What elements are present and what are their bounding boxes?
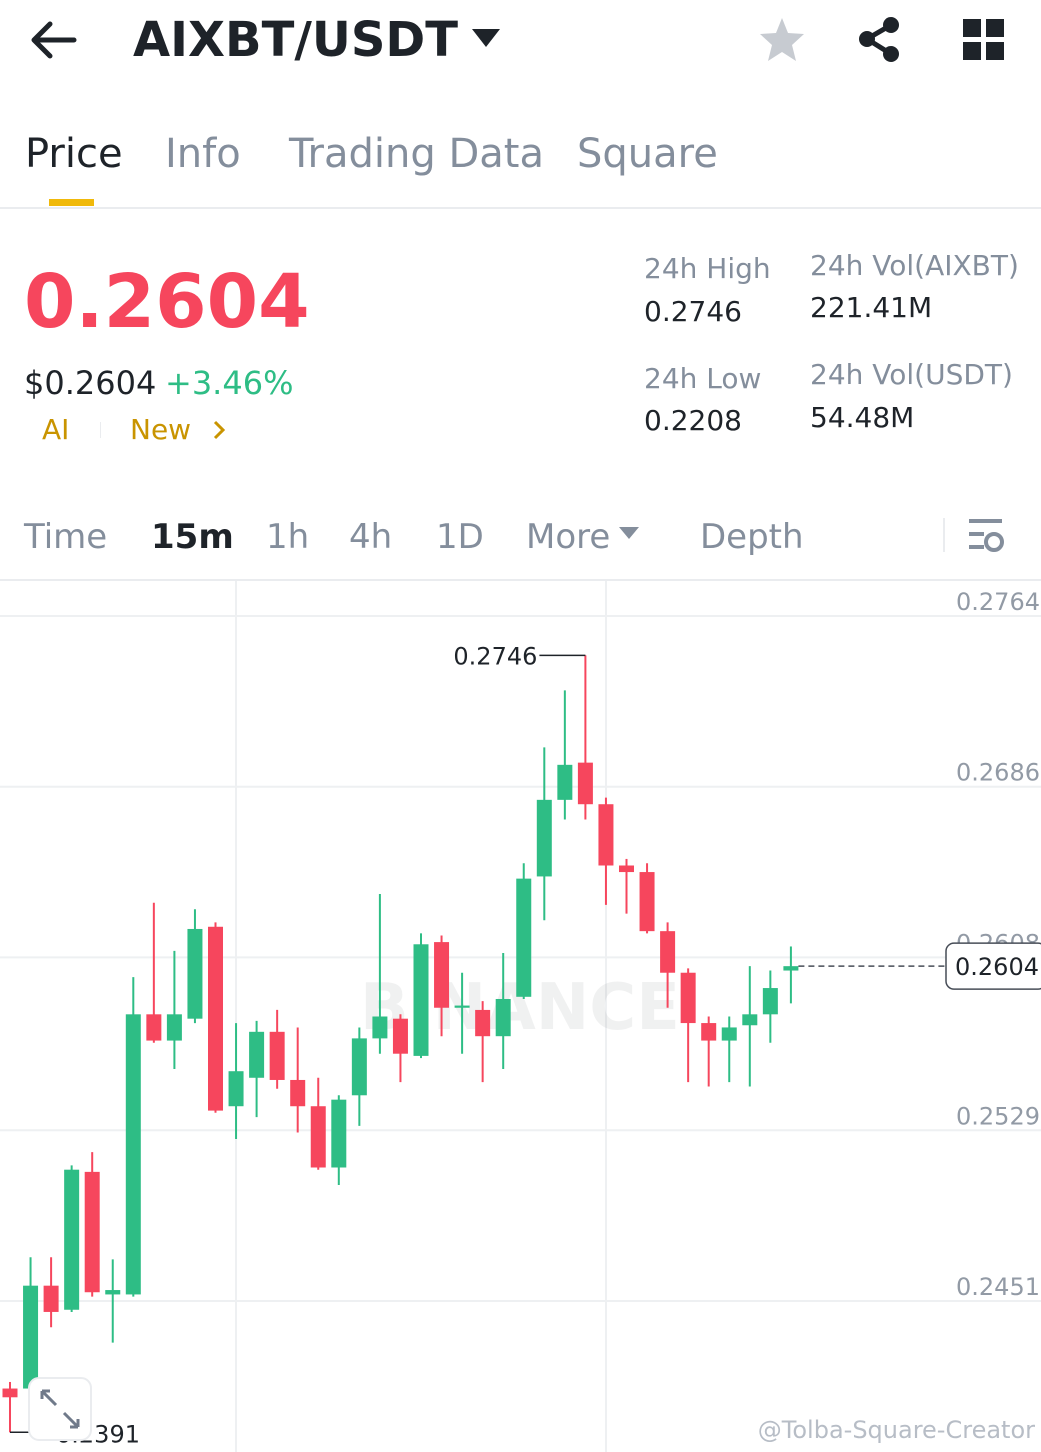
candle-body	[495, 998, 511, 1037]
divider	[0, 207, 1041, 209]
y-tick-label: 0.2686	[956, 759, 1040, 787]
interval[interactable]: 4h	[349, 517, 393, 557]
share-button[interactable]	[855, 16, 903, 64]
tab[interactable]: Square	[577, 131, 718, 177]
candle-body	[475, 1009, 491, 1037]
candle-body	[762, 988, 778, 1015]
candle-body	[413, 944, 429, 1056]
candle-body	[249, 1031, 265, 1078]
candle-body	[166, 1014, 182, 1041]
candle-body	[84, 1171, 100, 1293]
stat-value: 54.48M	[810, 401, 915, 434]
candle-body	[392, 1018, 408, 1054]
credit-watermark: @Tolba-Square-Creator	[757, 1416, 1035, 1444]
candle-body	[146, 1014, 162, 1041]
stat-label: 24h Vol(USDT)	[810, 358, 1013, 391]
candlestick-chart: BINANCE 0.27640.26860.26080.25290.24510.…	[0, 581, 1041, 1452]
candle-body	[639, 872, 655, 932]
candle-body	[105, 1290, 121, 1295]
stat-value: 0.2746	[644, 295, 742, 328]
tag-separator	[100, 422, 101, 438]
candle-body	[598, 804, 614, 866]
candle-body	[557, 764, 573, 800]
candle-body	[228, 1071, 244, 1107]
candle-body	[742, 1014, 758, 1026]
interval-active[interactable]: 15m	[151, 517, 234, 557]
back-button[interactable]	[28, 20, 78, 60]
last-price: 0.2604	[24, 259, 310, 345]
y-tick-label: 0.2764	[956, 588, 1040, 616]
interval[interactable]: Depth	[700, 517, 804, 557]
candle-body	[619, 865, 634, 873]
candle-body	[269, 1031, 285, 1080]
chart-settings[interactable]	[966, 516, 1006, 556]
pair-title[interactable]: AIXBT/USDT	[133, 12, 459, 68]
pair-dropdown[interactable]	[472, 29, 502, 49]
candle-body	[310, 1106, 326, 1168]
current-price-label: 0.2604	[955, 953, 1039, 981]
candle-body	[372, 1016, 388, 1039]
candle-body	[680, 972, 696, 1024]
candle-body	[783, 966, 799, 971]
candle-body	[208, 926, 223, 1111]
candle-body	[536, 799, 552, 877]
divider	[0, 579, 1041, 581]
candle-body	[187, 928, 203, 1019]
tag[interactable]: New	[130, 413, 192, 446]
tag-chevron[interactable]	[212, 420, 226, 440]
candle-body	[43, 1285, 59, 1312]
fullscreen-button[interactable]	[28, 1377, 92, 1441]
stat-value: 221.41M	[810, 291, 933, 324]
candle-body	[434, 942, 450, 1008]
interval[interactable]: More	[526, 517, 611, 557]
interval[interactable]: 1h	[266, 517, 310, 557]
candle-body	[2, 1388, 18, 1398]
current-price-tag	[945, 942, 1041, 990]
stat-value: 0.2208	[644, 404, 742, 437]
grid-menu[interactable]	[962, 18, 1006, 62]
stat-label: 24h Vol(AIXBT)	[810, 249, 1019, 282]
candle-body	[577, 762, 593, 805]
price-change: +3.46%	[165, 364, 294, 402]
candle-body	[125, 1014, 141, 1295]
candle-body	[331, 1099, 347, 1168]
stat-label: 24h High	[644, 252, 771, 285]
candle-body	[516, 878, 532, 997]
tab-indicator	[49, 199, 94, 206]
tab[interactable]: Info	[165, 131, 241, 177]
divider	[943, 518, 945, 552]
candle-body	[721, 1027, 737, 1041]
high-annotation: 0.2746	[453, 642, 537, 670]
interval[interactable]: 1D	[436, 517, 484, 557]
candle-body	[351, 1038, 367, 1096]
favorite-star[interactable]	[758, 16, 806, 64]
tab[interactable]: Trading Data	[289, 131, 544, 177]
y-tick-label: 0.2451	[956, 1273, 1040, 1301]
y-tick-label: 0.2529	[956, 1102, 1040, 1130]
more-dropdown[interactable]	[619, 527, 641, 541]
interval[interactable]: Time	[24, 517, 108, 557]
usd-price: $0.2604	[24, 364, 157, 402]
candle-body	[660, 931, 676, 973]
candle-body	[454, 1005, 470, 1008]
tag[interactable]: AI	[42, 413, 70, 446]
candle-body	[701, 1023, 717, 1041]
candle-body	[290, 1079, 306, 1107]
stat-label: 24h Low	[644, 362, 762, 395]
candle-body	[23, 1285, 39, 1389]
candle-body	[64, 1169, 80, 1310]
tab-active[interactable]: Price	[25, 131, 123, 177]
